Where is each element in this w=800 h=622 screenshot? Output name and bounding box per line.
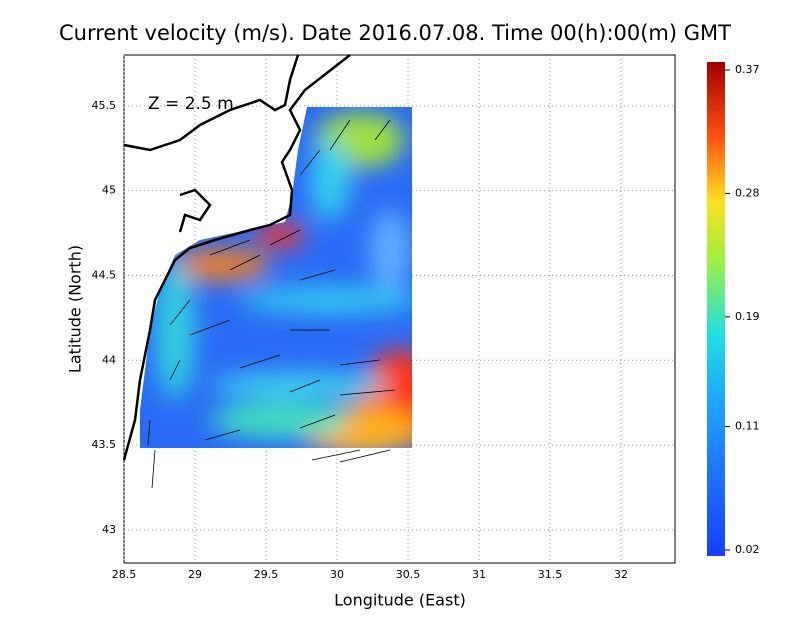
y-axis-label: Latitude (North)	[66, 245, 85, 373]
x-axis-label: Longitude (East)	[334, 591, 466, 610]
y-tick-label: 44	[102, 353, 116, 366]
velocity-field	[140, 107, 412, 448]
y-tick-label: 45.5	[92, 99, 117, 112]
colorbar	[707, 62, 725, 556]
x-tick-label: 31	[472, 568, 486, 581]
x-tick-label: 31.5	[538, 568, 563, 581]
colorbar-tick-label: 0.37	[735, 63, 760, 76]
x-tick-label: 28.5	[112, 568, 137, 581]
coastline	[122, 54, 351, 461]
colorbar-tick-label: 0.19	[735, 310, 760, 323]
x-tick-label: 32	[614, 568, 628, 581]
depth-annotation: Z = 2.5 m	[148, 94, 234, 114]
y-tick-label: 43.5	[92, 438, 117, 451]
colorbar-tick-label: 0.11	[735, 420, 760, 433]
colorbar-tick-label: 0.02	[735, 543, 760, 556]
x-tick-label: 30.5	[396, 568, 421, 581]
x-tick-label: 29	[188, 568, 202, 581]
current-arrows	[147, 119, 396, 489]
x-tick-label: 30	[330, 568, 344, 581]
chart-title: Current velocity (m/s). Date 2016.07.08.…	[59, 21, 731, 45]
x-tick-label: 29.5	[254, 568, 279, 581]
y-tick-label: 45	[102, 184, 116, 197]
y-tick-label: 43	[102, 523, 116, 536]
colorbar-tick-label: 0.28	[735, 186, 760, 199]
y-tick-label: 44.5	[92, 269, 117, 282]
